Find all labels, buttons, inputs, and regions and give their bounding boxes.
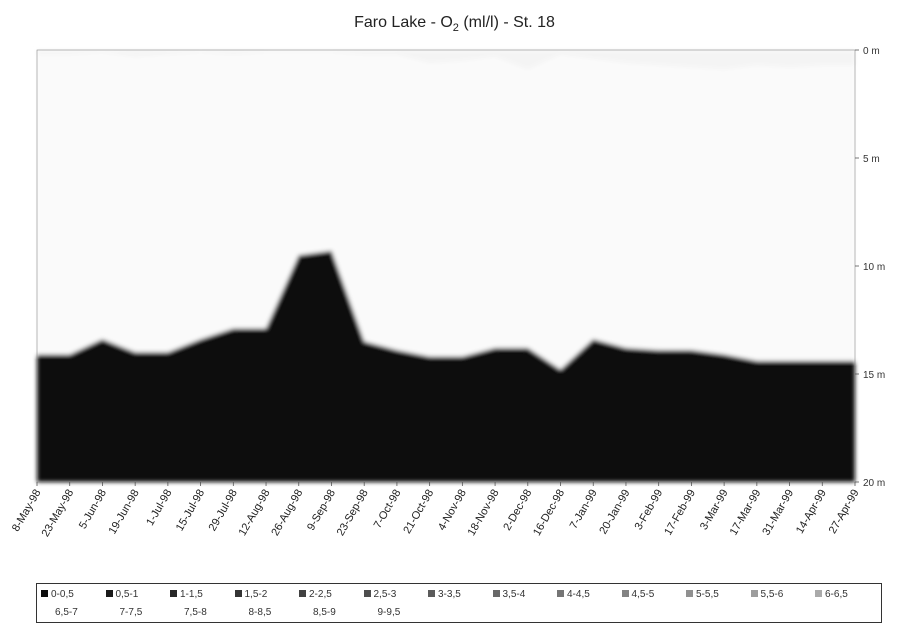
- x-tick-label: 29-Jul-98: [207, 488, 240, 534]
- legend-label: 3-3,5: [438, 589, 461, 600]
- oxygen-bands: [37, 50, 855, 482]
- legend-item: 8-8,5: [249, 607, 272, 618]
- legend-label: 3,5-4: [503, 589, 526, 600]
- legend-swatch: [493, 590, 500, 597]
- x-tick-label: 19-Jun-98: [107, 488, 142, 537]
- legend-item: 4-4,5: [557, 589, 590, 600]
- legend-label: 5,5-6: [761, 589, 784, 600]
- legend-label: 4,5-5: [632, 589, 655, 600]
- y-tick-label: 15 m: [863, 370, 885, 381]
- x-tick-label: 2-Dec-98: [501, 488, 534, 533]
- legend-label: 0-0,5: [51, 589, 74, 600]
- legend-item: 7-7,5: [120, 607, 143, 618]
- legend-swatch: [364, 590, 371, 597]
- legend-swatch: [751, 590, 758, 597]
- legend-swatch: [622, 590, 629, 597]
- x-tick-label: 4-Nov-98: [436, 488, 469, 533]
- y-tick-label: 20 m: [863, 478, 885, 489]
- x-tick-label: 20-Jan-99: [597, 488, 632, 537]
- x-tick-label: 17-Mar-99: [728, 488, 764, 538]
- legend-label: 6,5-7: [55, 607, 78, 618]
- legend-swatch: [428, 590, 435, 597]
- legend-swatch: [170, 590, 177, 597]
- legend-item: 1-1,5: [170, 589, 203, 600]
- legend-label: 7,5-8: [184, 607, 207, 618]
- x-tick-label: 7-Jan-99: [568, 488, 600, 532]
- x-tick-label: 3-Feb-99: [633, 488, 666, 533]
- x-tick-label: 23-May-98: [40, 488, 77, 540]
- x-tick-label: 18-Nov-98: [466, 487, 502, 537]
- legend-label: 6-6,5: [825, 589, 848, 600]
- y-tick-label: 5 m: [863, 154, 880, 165]
- legend-item: 0-0,5: [41, 589, 74, 600]
- x-tick-label: 12-Aug-98: [237, 488, 273, 538]
- x-tick-label: 7-Oct-98: [372, 488, 404, 531]
- x-tick-label: 31-Mar-99: [760, 488, 796, 538]
- x-tick-label: 17-Feb-99: [662, 488, 698, 538]
- x-tick-label: 5-Jun-98: [77, 488, 109, 532]
- x-tick-label: 16-Dec-98: [531, 488, 567, 538]
- legend-swatch: [235, 590, 242, 597]
- legend-item: 3,5-4: [493, 589, 526, 600]
- legend-swatch: [815, 590, 822, 597]
- legend-item: 1,5-2: [235, 589, 268, 600]
- legend-item: 3-3,5: [428, 589, 461, 600]
- x-tick-label: 23-Sep-98: [335, 488, 371, 538]
- legend-label: 1-1,5: [180, 589, 203, 600]
- legend-swatch: [299, 590, 306, 597]
- x-tick-label: 14-Apr-99: [794, 488, 829, 536]
- legend-item: 4,5-5: [622, 589, 655, 600]
- legend-item: 2,5-3: [364, 589, 397, 600]
- legend-item: 5-5,5: [686, 589, 719, 600]
- x-tick-label: 3-Mar-99: [698, 488, 731, 533]
- y-tick-label: 0 m: [863, 46, 880, 57]
- legend-label: 8,5-9: [313, 607, 336, 618]
- legend-item: 7,5-8: [184, 607, 207, 618]
- legend-label: 1,5-2: [245, 589, 268, 600]
- x-tick-label: 8-May-98: [10, 488, 44, 534]
- legend-label: 5-5,5: [696, 589, 719, 600]
- legend-label: 2-2,5: [309, 589, 332, 600]
- legend-swatch: [557, 590, 564, 597]
- x-tick-label: 26-Aug-98: [269, 488, 305, 538]
- x-tick-label: 15-Jul-98: [174, 488, 207, 534]
- legend-item: 2-2,5: [299, 589, 332, 600]
- legend-item: 6,5-7: [55, 607, 78, 618]
- x-tick-label: 1-Jul-98: [144, 488, 174, 528]
- legend-label: 8-8,5: [249, 607, 272, 618]
- legend-label: 2,5-3: [374, 589, 397, 600]
- legend-swatch: [106, 590, 113, 597]
- legend-swatch: [686, 590, 693, 597]
- legend-item: 0,5-1: [106, 589, 139, 600]
- y-axis: 0 m 5 m 10 m 15 m 20 m: [855, 46, 885, 489]
- legend-item: 9-9,5: [378, 607, 401, 618]
- legend-label: 0,5-1: [116, 589, 139, 600]
- legend-item: 5,5-6: [751, 589, 784, 600]
- legend: 0-0,5 0,5-1 1-1,5 1,5-2 2-2,5 2,5-3 3-3,5 3,5-4…: [36, 583, 882, 623]
- legend-label: 4-4,5: [567, 589, 590, 600]
- legend-label: 9-9,5: [378, 607, 401, 618]
- y-tick-label: 10 m: [863, 262, 885, 273]
- legend-item: 8,5-9: [313, 607, 336, 618]
- x-tick-label: 27-Apr-99: [827, 488, 862, 536]
- legend-item: 6-6,5: [815, 589, 848, 600]
- x-tick-label: 9-Sep-98: [305, 488, 338, 533]
- legend-label: 7-7,5: [120, 607, 143, 618]
- x-tick-label: 21-Oct-98: [401, 488, 436, 536]
- legend-swatch: [41, 590, 48, 597]
